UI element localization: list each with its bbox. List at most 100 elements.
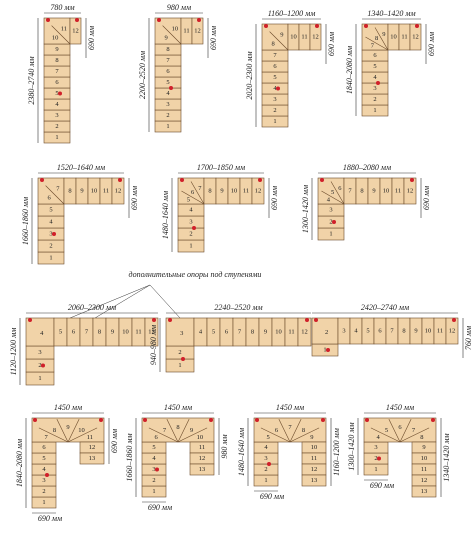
step-number: 9 (422, 444, 425, 451)
step-number: 5 (373, 63, 376, 70)
step-number: 5 (166, 79, 169, 86)
step-number: 11 (288, 328, 294, 335)
step-number: 11 (243, 187, 249, 194)
support-mark (267, 462, 271, 466)
step-number: 4 (354, 327, 358, 334)
step-number: 3 (42, 477, 45, 484)
step-number: 10 (122, 328, 129, 335)
step (111, 177, 125, 205)
step-number: 10 (52, 34, 59, 41)
dimension-label: 1340–1420 мм (442, 433, 451, 481)
dimension-line (56, 419, 69, 443)
step-number: 7 (273, 52, 277, 59)
dimension-label: 1480–1640 мм (161, 191, 170, 239)
dimension-label: 980 мм (220, 434, 229, 458)
dimension-label: 1300–1420 мм (347, 422, 356, 470)
dimension-label: 690 мм (110, 429, 119, 453)
dimension-label: 2240–2520 мм (214, 303, 262, 312)
step (409, 23, 422, 51)
step-number: 7 (371, 42, 375, 49)
step-number: 3 (342, 327, 345, 334)
step-number: 9 (382, 31, 385, 38)
dimension-line (260, 427, 291, 443)
step-number: 1 (273, 118, 276, 125)
step-number: 11 (135, 328, 141, 335)
support-mark (320, 178, 324, 182)
step-number: 7 (55, 68, 59, 75)
dimension-label: 690 мм (130, 186, 139, 210)
step-number: 2 (373, 96, 376, 103)
step-number: 1 (323, 346, 326, 353)
step-number: 2 (189, 230, 192, 237)
step-number: 1 (42, 499, 45, 506)
step (31, 417, 105, 443)
step-number: 5 (59, 328, 62, 335)
step (165, 317, 195, 347)
step-number: 10 (172, 26, 179, 33)
support-mark (209, 418, 213, 422)
support-mark (364, 24, 368, 28)
step-number: 9 (80, 187, 83, 194)
step-number: 2 (374, 455, 377, 462)
step-number: 5 (212, 328, 215, 335)
step-number: 10 (197, 434, 204, 441)
dimension-label: 1450 мм (54, 403, 82, 412)
dimension-label: 690 мм (327, 32, 336, 56)
dimension-label: 1120–1200 мм (9, 328, 18, 376)
support-mark (58, 91, 62, 96)
dimension-label: 690 мм (260, 492, 284, 501)
dimension-label: 2020–2300 мм (245, 51, 254, 99)
dimension-label: 780 мм (50, 3, 74, 12)
dimension-line (321, 190, 345, 205)
step-number: 1 (264, 477, 267, 484)
step-number: 9 (264, 328, 267, 335)
step-number: 1 (166, 123, 169, 130)
step-number: 5 (366, 327, 369, 334)
step-number: 9 (111, 328, 114, 335)
step-number: 6 (378, 327, 382, 334)
step-number: 4 (42, 466, 46, 473)
step-number: 3 (166, 101, 169, 108)
support-mark (321, 418, 325, 422)
step-number: 6 (275, 427, 279, 434)
dimension-label: 2380–2740 мм (27, 56, 36, 104)
step-number: 13 (89, 455, 96, 462)
step-number: 2 (166, 112, 169, 119)
support-mark (152, 318, 156, 322)
step-number: 12 (72, 27, 79, 34)
support-mark (40, 178, 44, 182)
dimension-line (278, 419, 291, 443)
dimension-line (177, 427, 208, 443)
dimension-line (162, 25, 182, 45)
step-number: 4 (49, 218, 53, 225)
dimension-label: 1450 мм (164, 403, 192, 412)
step-number: 6 (398, 424, 402, 431)
dimension-label: 2200–2520 мм (138, 51, 147, 99)
step-number: 8 (98, 328, 101, 335)
dimension-line (289, 427, 320, 443)
support-mark (305, 318, 309, 322)
step-number: 11 (199, 444, 205, 451)
step-number: 2 (273, 107, 276, 114)
support-mark (169, 86, 173, 90)
step-number: 7 (238, 328, 242, 335)
support-mark (197, 18, 201, 22)
step-number: 11 (87, 434, 93, 441)
support-mark (258, 178, 262, 182)
step-number: 12 (449, 327, 456, 334)
step-number: 1 (38, 375, 41, 382)
step-number: 9 (66, 424, 69, 431)
dimension-label: 690 мм (422, 186, 431, 210)
support-mark (415, 24, 419, 28)
dimension-line (181, 190, 205, 205)
step-number: 7 (390, 327, 394, 334)
support-mark (377, 456, 381, 461)
step-number: 11 (61, 26, 67, 33)
step-number: 4 (55, 101, 59, 108)
support-mark (314, 318, 318, 322)
step-number: 12 (312, 33, 319, 40)
step-number: 6 (72, 328, 76, 335)
dimension-line (289, 419, 302, 443)
step-number: 1 (374, 466, 377, 473)
